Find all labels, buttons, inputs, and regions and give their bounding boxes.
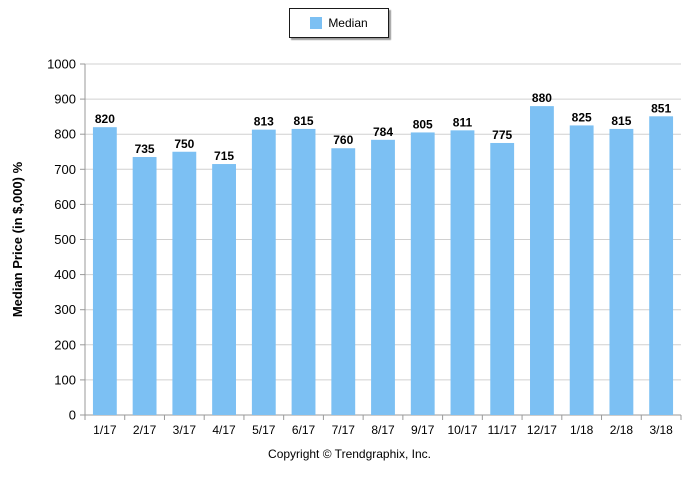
- y-tick-label: 400: [54, 267, 76, 282]
- bar-1/18: [569, 125, 594, 416]
- data-label: 784: [373, 125, 393, 139]
- bar-9/17: [410, 132, 435, 415]
- data-label: 815: [611, 114, 631, 128]
- y-tick-label: 1000: [47, 57, 76, 72]
- x-tick-label: 6/17: [292, 423, 316, 437]
- data-label: 760: [333, 133, 353, 147]
- bar-3/17: [172, 151, 197, 415]
- y-tick-label: 500: [54, 232, 76, 247]
- x-tick-label: 10/17: [447, 423, 477, 437]
- bar-11/17: [490, 142, 515, 415]
- y-axis-title: Median Price (in $,000) %: [10, 161, 25, 317]
- y-tick-label: 0: [69, 408, 76, 423]
- x-tick-label: 4/17: [212, 423, 236, 437]
- data-label: 805: [413, 117, 433, 131]
- y-tick-label: 200: [54, 337, 76, 352]
- data-label: 750: [174, 137, 194, 151]
- y-tick-label: 900: [54, 92, 76, 107]
- x-tick-label: 9/17: [411, 423, 435, 437]
- y-tick-label: 600: [54, 197, 76, 212]
- x-tick-label: 11/17: [488, 423, 517, 437]
- data-label: 851: [651, 101, 671, 115]
- data-label: 811: [453, 115, 473, 129]
- data-label: 815: [294, 114, 314, 128]
- x-tick-label: 1/17: [93, 423, 117, 437]
- bar-1/17: [92, 127, 117, 416]
- x-tick-label: 3/18: [649, 423, 673, 437]
- bar-4/17: [212, 164, 236, 415]
- legend: Median: [289, 8, 389, 38]
- x-tick-label: 2/18: [610, 423, 634, 437]
- x-tick-label: 5/17: [252, 423, 276, 437]
- data-label: 880: [532, 91, 552, 105]
- y-tick-label: 300: [54, 302, 76, 317]
- x-tick-label: 7/17: [332, 423, 356, 437]
- x-tick-label: 3/17: [173, 423, 197, 437]
- y-tick-label: 700: [54, 162, 76, 177]
- bar-2/18: [609, 128, 634, 415]
- bar-2/17: [132, 157, 157, 415]
- y-tick-label: 100: [54, 372, 76, 387]
- x-tick-label: 12/17: [527, 423, 557, 437]
- bar-12/17: [530, 106, 554, 416]
- bar-10/17: [450, 130, 475, 416]
- copyright-text: Copyright © Trendgraphix, Inc.: [268, 447, 431, 461]
- x-tick-label: 2/17: [133, 423, 157, 437]
- bar-6/17: [291, 128, 316, 415]
- data-label: 735: [135, 142, 155, 156]
- data-label: 715: [214, 149, 234, 163]
- data-label: 813: [254, 115, 274, 129]
- data-label: 775: [492, 128, 512, 142]
- bar-5/17: [251, 129, 276, 415]
- data-label: 825: [572, 110, 592, 124]
- legend-swatch: [310, 17, 323, 29]
- legend-label: Median: [328, 16, 368, 30]
- y-tick-label: 800: [54, 127, 76, 142]
- bar-8/17: [371, 139, 395, 416]
- x-tick-label: 8/17: [371, 423, 395, 437]
- bar-7/17: [331, 148, 356, 416]
- bar-3/18: [649, 116, 674, 415]
- x-tick-label: 1/18: [570, 423, 594, 437]
- data-label: 820: [95, 112, 115, 126]
